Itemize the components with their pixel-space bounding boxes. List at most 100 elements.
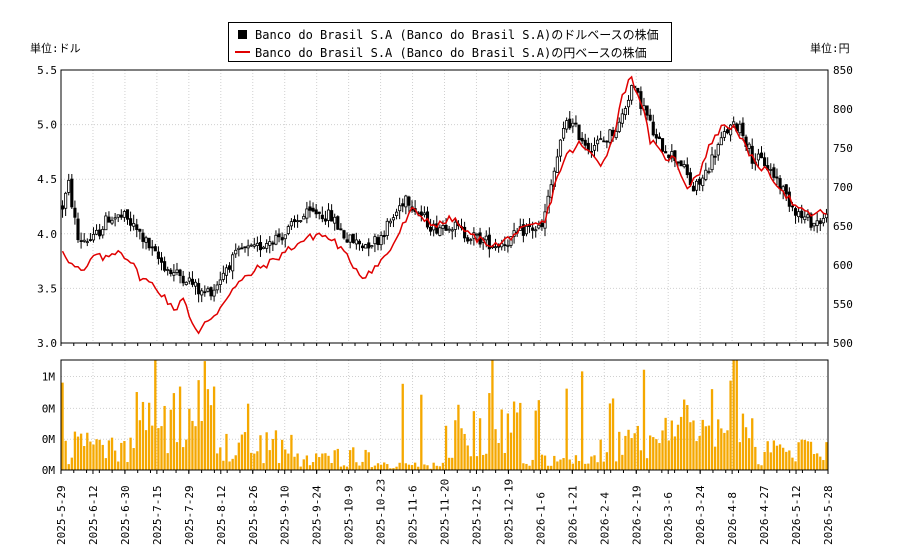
candle-body (268, 241, 272, 246)
volume-bar (410, 465, 414, 470)
volume-bar (627, 429, 630, 470)
volume-bar (580, 371, 584, 470)
volume-bar (689, 422, 692, 470)
candle-body (203, 291, 207, 294)
volume-bar (608, 403, 612, 470)
volume-bar (147, 402, 151, 470)
volume-bar (636, 425, 639, 470)
volume-bar (293, 456, 296, 470)
volume-bar (395, 466, 398, 470)
candle-body (580, 137, 584, 142)
volume-bar (240, 434, 244, 470)
candle-body (271, 242, 275, 245)
candle-body (107, 216, 111, 223)
candle-body (289, 221, 293, 227)
x-tick-label: 2025-5-29 (55, 485, 68, 545)
volume-bar (349, 450, 352, 470)
volume-bar (593, 455, 596, 470)
volume-tick-label: 0M (42, 402, 56, 415)
candle-body (234, 249, 238, 255)
volume-bar (469, 456, 472, 470)
x-tick-label: 2025-7-29 (183, 485, 196, 545)
volume-bar (528, 465, 531, 470)
volume-bar (197, 380, 200, 470)
candle-body (630, 85, 634, 101)
volume-bar (599, 439, 602, 470)
candle-body (422, 212, 426, 216)
candle-body (231, 254, 235, 272)
volume-bar (314, 453, 318, 470)
candle-body (345, 239, 349, 243)
candle-body (224, 267, 229, 276)
volume-bar (816, 453, 819, 470)
candle-body (299, 220, 303, 222)
candle-body (797, 211, 801, 218)
x-tick-label: 2025-11-6 (407, 485, 420, 545)
candle-body (277, 233, 281, 238)
candle-body (571, 122, 575, 127)
candle-body (364, 244, 368, 249)
y-right-tick-label: 650 (833, 220, 853, 233)
volume-bar (472, 411, 476, 470)
volume-bar (587, 463, 590, 470)
volume-bar (747, 438, 751, 470)
volume-bar (330, 462, 333, 470)
volume-bar (339, 466, 343, 470)
volume-bar (658, 443, 661, 470)
volume-bar (392, 468, 395, 470)
candle-body (741, 122, 745, 137)
volume-bar (209, 405, 213, 470)
volume-bar (478, 418, 482, 470)
candle-body (447, 228, 451, 231)
candle-body (701, 177, 705, 186)
candle-body (227, 265, 232, 270)
candle-body (698, 178, 702, 185)
candle-body (506, 244, 510, 247)
volume-bar (352, 447, 355, 470)
volume-bar (333, 450, 336, 470)
jpy-price-line (61, 75, 827, 335)
candle-body (651, 121, 655, 136)
candle-body (141, 232, 145, 242)
volume-bar (250, 452, 253, 470)
volume-bar (543, 455, 547, 470)
candle-body (197, 283, 201, 295)
volume-bar (503, 452, 506, 470)
volume-bar (132, 448, 135, 470)
x-tick-label: 2025-8-12 (215, 485, 228, 545)
volume-bar (376, 463, 380, 470)
volume-bar (614, 461, 618, 470)
volume-bar (553, 455, 556, 470)
volume-bar (698, 435, 701, 470)
candle-body (685, 164, 689, 176)
volume-bar (386, 464, 389, 470)
candle-body (645, 105, 649, 116)
candle-body (292, 219, 297, 223)
volume-bar (701, 419, 704, 470)
candle-body (156, 251, 160, 259)
candle-body (144, 237, 148, 243)
volume-bar (676, 424, 680, 470)
candle-body (818, 220, 822, 224)
volume-bar (277, 463, 281, 470)
volume-bar (447, 457, 451, 470)
volume-bar (222, 460, 225, 470)
candle-body (237, 247, 241, 250)
legend-jpy-label: Banco do Brasil S.A (Banco do Brasil S.A… (255, 45, 647, 60)
volume-bar (144, 430, 148, 470)
volume-bar (763, 451, 766, 470)
candle-body (444, 224, 448, 231)
volume-bar (519, 402, 522, 470)
volume-bar (605, 452, 609, 470)
volume-bar (401, 383, 404, 470)
candle-body (370, 245, 374, 248)
candle-body (382, 234, 386, 238)
volume-bar (212, 386, 216, 470)
candle-body (521, 224, 525, 236)
candle-body (333, 216, 337, 224)
candle-body (190, 278, 195, 285)
candle-body (540, 222, 544, 227)
volume-bar (537, 400, 540, 470)
x-tick-label: 2025-9-24 (311, 485, 324, 545)
